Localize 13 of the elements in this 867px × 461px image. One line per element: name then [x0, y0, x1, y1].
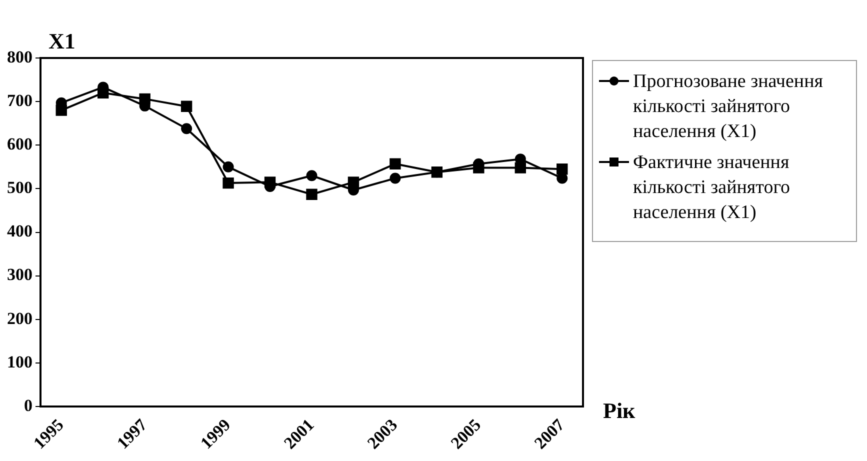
y-tick-label: 100	[7, 352, 32, 372]
y-tick-label: 700	[7, 90, 32, 110]
y-tick-label: 500	[7, 178, 32, 198]
y-tick-label: 600	[7, 134, 32, 154]
legend-label: Прогнозоване значення кількості зайнятого населення (X1)	[633, 70, 824, 144]
y-axis-title: X1	[48, 28, 76, 54]
y-tick-label: 800	[7, 47, 32, 66]
y-tick-label: 400	[7, 222, 32, 241]
legend-label: Фактичне значення кількості зайнятого населення (X1)	[633, 151, 792, 225]
y-tick-label: 300	[7, 265, 32, 284]
y-tick-label: 0	[24, 396, 32, 415]
x-axis-title: Рік	[603, 398, 636, 424]
y-tick-label: 200	[7, 308, 32, 328]
